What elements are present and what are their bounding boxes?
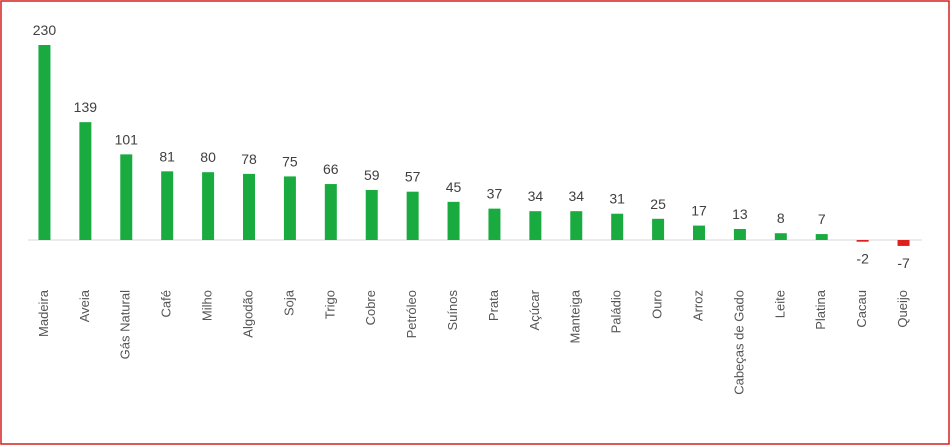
x-tick-label: Queijo [895,290,910,328]
x-tick-label: Arroz [690,290,705,321]
data-label: 75 [282,153,298,169]
bar [406,191,419,240]
data-label: 34 [568,188,584,204]
data-label: 81 [159,148,175,164]
x-tick-label: Platina [813,289,828,330]
data-label: 7 [818,211,826,227]
x-tick-label: Cobre [363,290,378,325]
bar [611,213,624,240]
data-label: 59 [364,167,380,183]
data-label: 8 [777,210,785,226]
x-tick-label: Cabeças de Gado [731,290,746,395]
x-tick-label: Café [159,290,174,317]
data-label: 13 [732,206,748,222]
x-tick-label: Petróleo [404,290,419,338]
bar [120,154,133,240]
data-label: 45 [446,179,462,195]
bar [447,201,460,240]
x-tick-label: Suínos [445,290,460,331]
data-label: 139 [74,99,98,115]
bar [652,218,665,240]
x-tick-label: Cacau [854,290,869,328]
data-label: 101 [115,131,139,147]
x-tick-label: Paládio [609,290,624,333]
data-label: 34 [528,188,544,204]
bar [283,176,296,240]
x-tick-label: Leite [772,290,787,318]
x-tick-label: Milho [200,290,215,321]
bar [570,211,583,240]
x-tick-label: Prata [486,289,501,321]
bar [815,234,828,240]
data-label: 31 [609,191,625,207]
x-tick-label: Ouro [650,290,665,319]
data-label: -7 [897,255,910,271]
bar [488,208,501,240]
x-tick-label: Algodão [240,290,255,338]
bar [79,122,92,240]
data-label: 25 [650,196,666,212]
bar [529,211,542,240]
data-label: 230 [33,22,57,38]
x-tick-label: Manteiga [568,289,583,343]
data-label: -2 [856,251,869,267]
bar [856,240,869,242]
bar [161,171,174,240]
data-label: 17 [691,203,707,219]
x-tick-label: Soja [281,289,296,316]
x-tick-label: Madeira [36,289,51,337]
bar [365,189,378,240]
data-label: 78 [241,151,257,167]
data-label: 66 [323,161,339,177]
data-label: 37 [487,186,503,202]
x-tick-label: Trigo [322,290,337,319]
bar [693,225,705,240]
bar [897,240,910,246]
x-tick-label: Gás Natural [118,290,133,359]
bar [38,45,51,240]
bar [202,172,215,240]
bar [774,233,787,240]
bar [324,184,337,240]
bar [243,173,255,240]
data-label: 57 [405,169,421,185]
data-label: 80 [200,149,216,165]
x-tick-label: Açúcar [527,289,542,330]
bar [733,228,746,240]
x-tick-label: Aveia [77,289,92,322]
